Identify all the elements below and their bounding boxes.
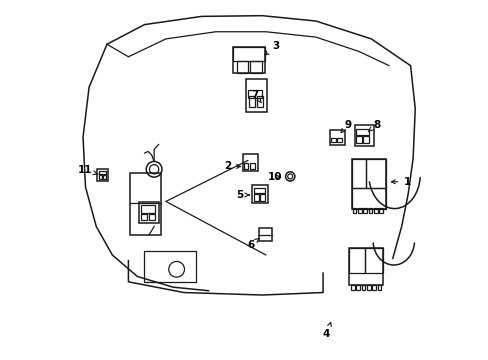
Bar <box>366 285 370 290</box>
Bar <box>372 285 375 290</box>
Bar <box>252 185 268 203</box>
Bar <box>246 79 266 112</box>
Text: 11: 11 <box>78 165 98 175</box>
Bar <box>233 47 264 61</box>
Bar <box>257 96 263 108</box>
Text: 8: 8 <box>367 120 380 132</box>
Bar <box>363 208 366 213</box>
Text: 6: 6 <box>246 238 259 250</box>
Bar <box>354 125 373 146</box>
Bar <box>351 188 385 208</box>
Bar <box>356 136 361 143</box>
Bar <box>368 208 372 213</box>
Bar <box>329 130 344 145</box>
Bar <box>260 194 264 201</box>
Bar <box>247 90 262 98</box>
Bar <box>356 129 368 135</box>
Bar <box>356 285 359 290</box>
Bar <box>365 158 385 188</box>
Bar <box>336 138 341 143</box>
Bar <box>248 96 255 108</box>
Bar <box>348 248 382 285</box>
Bar <box>103 175 106 179</box>
Bar <box>377 285 381 290</box>
Bar <box>236 61 247 73</box>
Bar <box>378 208 382 213</box>
Bar <box>139 202 159 223</box>
Bar <box>352 208 356 213</box>
Bar <box>233 47 264 73</box>
Bar <box>258 228 272 242</box>
Bar <box>357 208 361 213</box>
Bar <box>361 285 365 290</box>
Bar <box>373 208 377 213</box>
Bar <box>351 158 385 208</box>
Bar <box>144 251 196 282</box>
Bar <box>242 154 257 171</box>
Text: 7: 7 <box>251 90 261 103</box>
Bar <box>254 194 258 201</box>
Bar <box>250 61 261 73</box>
Text: 5: 5 <box>236 190 249 200</box>
Bar <box>365 248 382 273</box>
Bar <box>99 175 102 179</box>
Bar <box>348 248 365 273</box>
Text: 10: 10 <box>267 172 282 182</box>
Bar <box>99 171 106 174</box>
Text: 9: 9 <box>340 120 351 132</box>
Bar <box>363 136 368 143</box>
Text: 3: 3 <box>264 41 279 55</box>
Bar <box>351 158 365 188</box>
Bar <box>141 205 155 213</box>
Bar <box>254 188 264 193</box>
Bar <box>330 138 335 143</box>
Text: 2: 2 <box>224 161 240 171</box>
Text: 4: 4 <box>322 323 331 339</box>
Bar <box>250 163 254 168</box>
Bar <box>244 163 248 168</box>
Bar <box>130 173 160 235</box>
Bar <box>350 285 354 290</box>
Text: 1: 1 <box>390 177 410 187</box>
Bar <box>141 214 147 220</box>
Bar <box>148 214 155 220</box>
Bar <box>97 169 108 181</box>
